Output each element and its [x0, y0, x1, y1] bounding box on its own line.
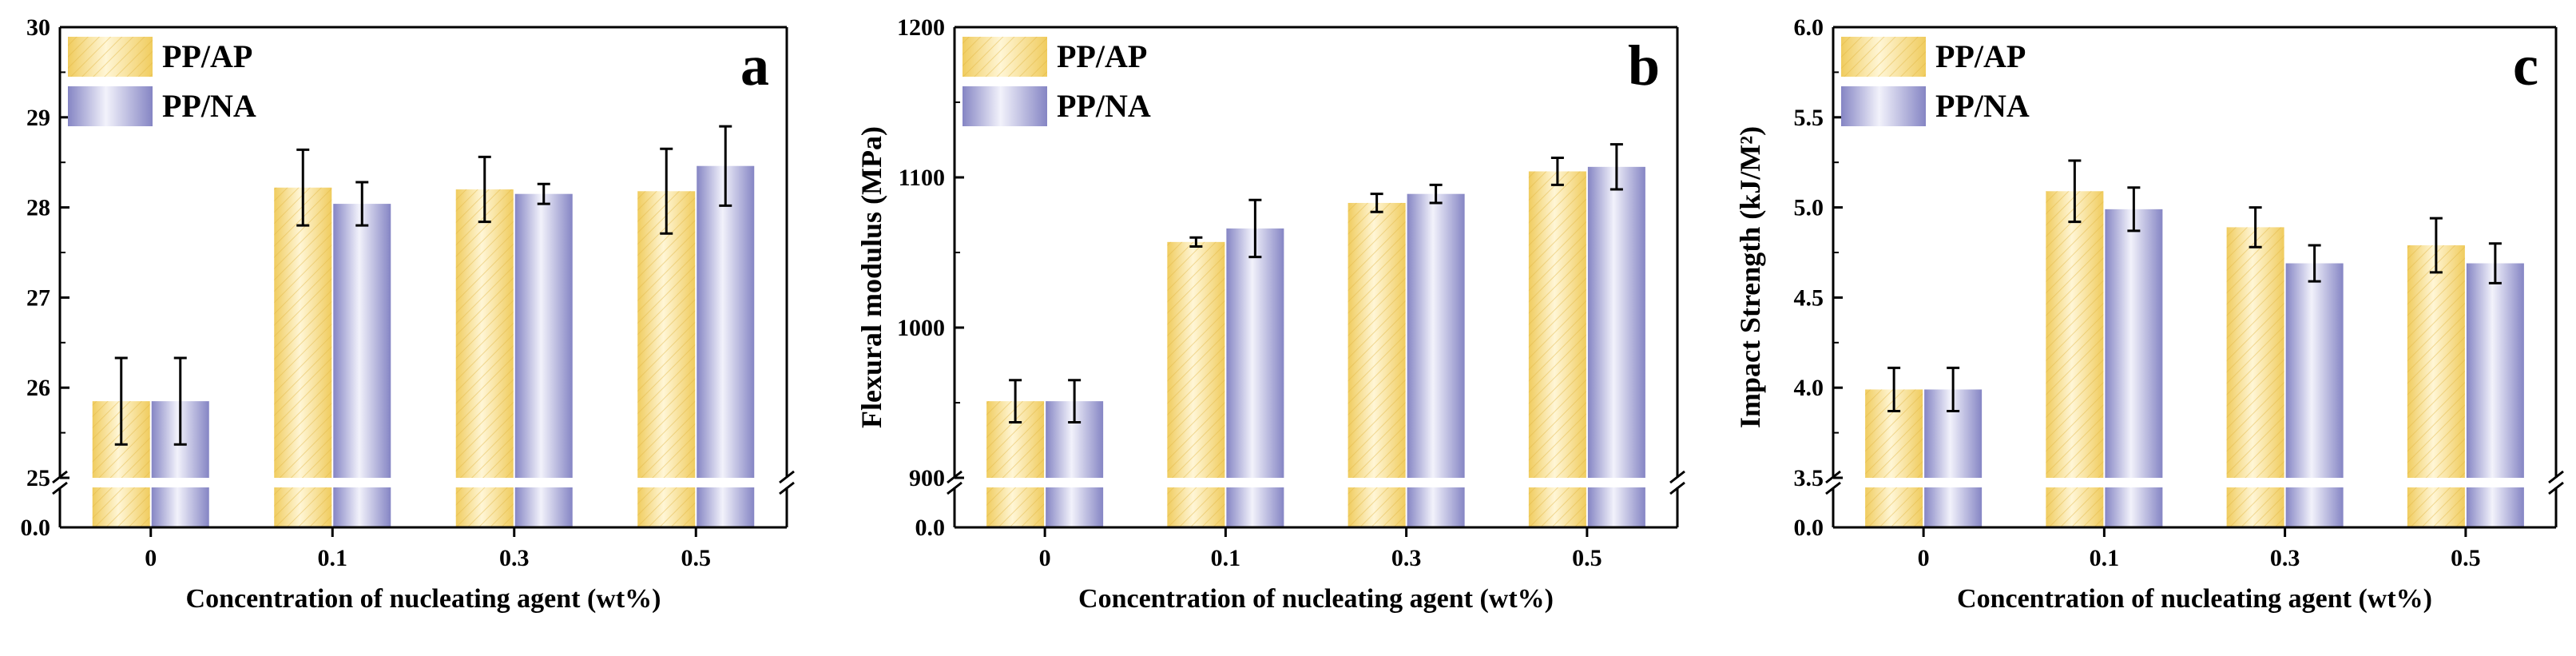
- legend-swatch-hatch: [68, 37, 153, 77]
- bar-pp-na-0: [1924, 389, 1983, 527]
- y-tick-label-900: 900: [909, 465, 945, 491]
- x-tick-label-0: 0: [145, 545, 157, 571]
- y-tick-label-1100: 1100: [899, 165, 945, 191]
- x-tick-label-0.1: 0.1: [1211, 545, 1241, 571]
- bar-hatch-0.1: [2046, 191, 2104, 527]
- y-axis-label: Impact Strength (kJ/M²): [1734, 126, 1766, 428]
- x-tick-label-0.3: 0.3: [2270, 545, 2300, 571]
- y-tick-label-26: 26: [26, 375, 50, 401]
- x-tick-label-0: 0: [1918, 545, 1930, 571]
- axis-break-mark: [1669, 470, 1685, 484]
- x-tick-label-0.1: 0.1: [2090, 545, 2120, 571]
- x-tick-label-0.5: 0.5: [1572, 545, 1602, 571]
- legend: PP/AP PP/NA: [68, 37, 256, 126]
- bar-pp-na-0.5: [1587, 166, 1645, 527]
- y-tick-label-5.0: 5.0: [1794, 195, 1824, 221]
- legend: PP/AP PP/NA: [1841, 37, 2030, 126]
- legend-swatch-hatch: [1841, 37, 1926, 77]
- legend-label-pp-na: PP/NA: [1057, 88, 1151, 124]
- x-tick-label-0.3: 0.3: [499, 545, 530, 571]
- x-axis-label: Concentration of nucleating agent (wt%): [1078, 584, 1554, 614]
- bar-pp-na-0.1: [1226, 228, 1284, 527]
- y-tick-label-zero: 0.0: [915, 515, 946, 541]
- axis-break-band: [1828, 478, 2561, 487]
- axis-break-mark: [779, 481, 795, 495]
- legend-label-pp-ap: PP/AP: [162, 38, 252, 74]
- axis-break-mark: [947, 481, 963, 495]
- y-tick-label-28: 28: [26, 195, 50, 221]
- panel-label: b: [1628, 34, 1660, 97]
- bar-pp-na-0.3: [514, 193, 573, 527]
- axis-break-mark: [52, 481, 68, 495]
- axis-break-mark: [1825, 481, 1841, 495]
- bar-pp-na-0.5: [697, 165, 755, 527]
- legend-swatch-pp-na: [963, 86, 1047, 126]
- y-tick-label-27: 27: [26, 284, 50, 311]
- y-tick-label-6.0: 6.0: [1794, 14, 1824, 41]
- legend-swatch-pp-na: [68, 86, 153, 126]
- bar-hatch-0.3: [1348, 202, 1406, 527]
- x-tick-label-0.5: 0.5: [681, 545, 712, 571]
- y-tick-label-zero: 0.0: [21, 515, 51, 541]
- bar-hatch-0.3: [455, 189, 514, 528]
- y-tick-label-30: 30: [26, 14, 50, 41]
- x-tick-label-0.1: 0.1: [318, 545, 348, 571]
- bar-hatch-0.5: [1528, 171, 1586, 528]
- x-tick-label-0.5: 0.5: [2451, 545, 2481, 571]
- axis-break-mark: [1669, 481, 1685, 495]
- y-tick-label-29: 29: [26, 105, 50, 131]
- legend-swatch-pp-na: [1841, 86, 1926, 126]
- bar-hatch-0: [1865, 389, 1923, 527]
- y-axis-label: Flexural modulus (MPa): [855, 126, 887, 428]
- x-tick-label-0.3: 0.3: [1391, 545, 1422, 571]
- bar-pp-na-0.1: [333, 204, 391, 527]
- y-tick-label-25: 25: [26, 465, 50, 491]
- axis-break-band: [950, 478, 1682, 487]
- bar-pp-na-0.1: [2105, 209, 2163, 527]
- bar-hatch-0.5: [637, 191, 696, 527]
- y-tick-label-zero: 0.0: [1794, 515, 1824, 541]
- bar-pp-na-0.5: [2466, 263, 2524, 527]
- panel-label: a: [740, 34, 769, 97]
- x-tick-label-0: 0: [1039, 545, 1051, 571]
- bar-hatch-0.3: [2226, 227, 2284, 527]
- chart-panel-c: 0 0.1 0.3 0.5 3.5 4.0 4.5 5.0 5.5 6.0 0.0 Impact St…: [1734, 14, 2564, 614]
- y-tick-label-1000: 1000: [897, 315, 945, 341]
- legend-label-pp-na: PP/NA: [1935, 88, 2030, 124]
- axis-break-mark: [2548, 470, 2564, 484]
- y-tick-label-4.0: 4.0: [1794, 375, 1824, 401]
- x-axis-label: Concentration of nucleating agent (wt%): [1957, 584, 2432, 614]
- legend-swatch-hatch: [963, 37, 1047, 77]
- legend-label-pp-na: PP/NA: [162, 88, 256, 124]
- y-tick-label-3.5: 3.5: [1794, 465, 1824, 491]
- y-tick-label-5.5: 5.5: [1794, 105, 1824, 131]
- legend: PP/AP PP/NA: [963, 37, 1151, 126]
- chart-panel-b: 0 0.1 0.3 0.5 900 1000 1100 1200 0.0 Flexural mod…: [855, 14, 1685, 614]
- legend-label-pp-ap: PP/AP: [1935, 38, 2026, 74]
- panel-label: c: [2513, 34, 2538, 97]
- y-tick-label-1200: 1200: [897, 14, 945, 41]
- legend-label-pp-ap: PP/AP: [1057, 38, 1147, 74]
- bar-pp-na-0.3: [2285, 263, 2344, 527]
- bar-hatch-0.1: [274, 187, 332, 527]
- axis-break-mark: [2548, 481, 2564, 495]
- bar-pp-na-0.3: [1407, 193, 1465, 527]
- x-axis-label: Concentration of nucleating agent (wt%): [186, 584, 661, 614]
- axis-break-mark: [779, 470, 795, 484]
- y-tick-label-4.5: 4.5: [1794, 284, 1824, 311]
- axis-break-band: [55, 478, 792, 487]
